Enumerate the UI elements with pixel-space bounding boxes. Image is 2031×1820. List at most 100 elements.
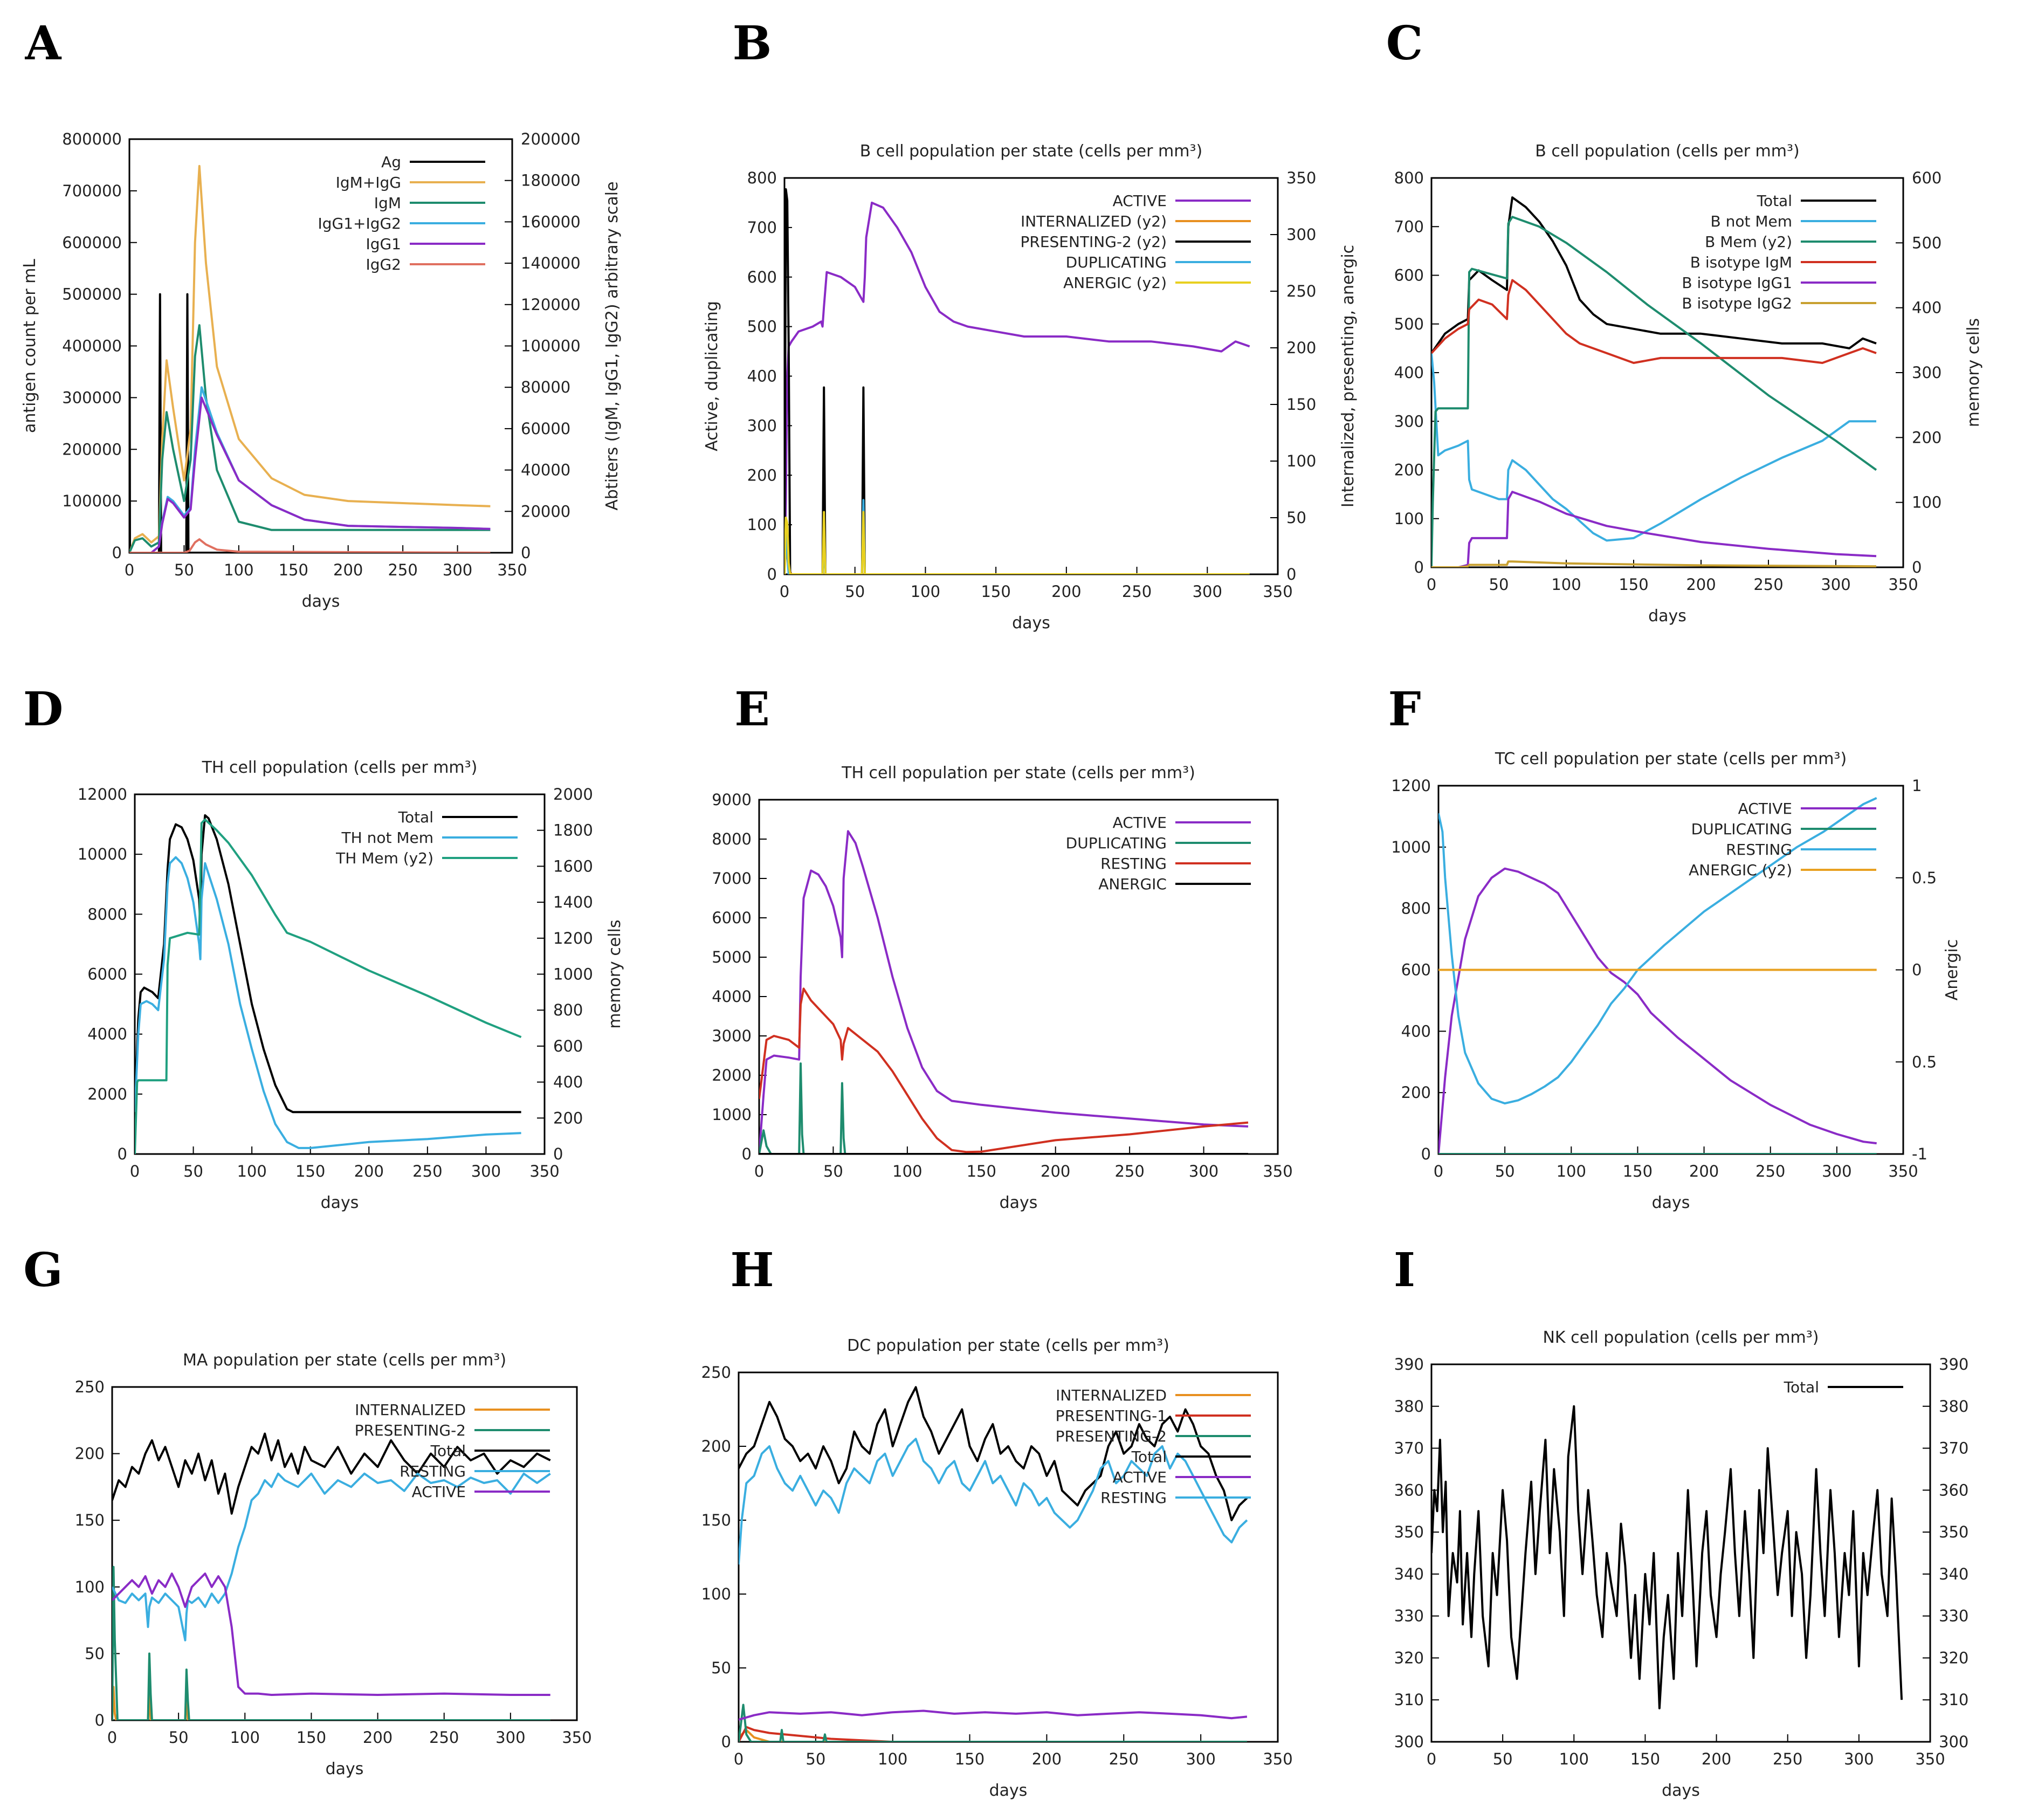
x-tick-label: 150	[297, 1728, 326, 1747]
y2-tick-label: 0	[553, 1145, 563, 1163]
y2-tick-label: 1800	[553, 821, 593, 840]
legend-label: PRESENTING-1	[1056, 1407, 1167, 1425]
y-tick-label: 2000	[87, 1085, 127, 1103]
y-axis-label: antigen count per mL	[20, 259, 39, 433]
x-tick-label: 200	[1041, 1162, 1070, 1180]
x-tick-label: 0	[1434, 1162, 1443, 1180]
x-tick-label: 0	[754, 1162, 764, 1180]
x-tick-label: 0	[107, 1728, 117, 1747]
x-tick-label: 50	[183, 1162, 203, 1180]
legend-label: B isotype IgM	[1690, 253, 1792, 271]
y-tick-label: 800	[1394, 169, 1424, 187]
series-line-resting	[112, 1472, 551, 1642]
panel-letter: I	[1394, 1243, 1415, 1297]
x-tick-label: 100	[224, 561, 253, 579]
series-line-b-isotype-igm	[1431, 279, 1877, 364]
y-tick-label: 4000	[712, 987, 752, 1006]
y-tick-label: 380	[1394, 1397, 1424, 1416]
y2-tick-label: 100	[1286, 452, 1316, 470]
y-tick-label: 150	[75, 1511, 105, 1529]
x-tick-label: 250	[1114, 1162, 1144, 1180]
legend-label: RESTING	[1726, 841, 1792, 859]
y2-tick-label: 340	[1939, 1565, 1968, 1583]
x-axis-label: days	[1000, 1193, 1038, 1212]
series-line-active	[784, 201, 1250, 574]
x-tick-label: 50	[1495, 1162, 1515, 1180]
series-line-th-mem-y2-	[135, 818, 522, 1154]
x-tick-label: 100	[230, 1728, 260, 1747]
series-line-active	[112, 1572, 550, 1696]
y-tick-label: 100000	[62, 492, 122, 510]
y2-tick-label: 400	[553, 1073, 583, 1091]
series-line-active	[739, 1709, 1248, 1721]
legend-label: B Mem (y2)	[1705, 233, 1792, 251]
x-tick-label: 300	[1186, 1750, 1215, 1768]
x-tick-label: 350	[1263, 1750, 1292, 1768]
y-tick-label: 330	[1394, 1607, 1424, 1625]
x-tick-label: 150	[967, 1162, 996, 1180]
x-tick-label: 300	[471, 1162, 501, 1180]
x-tick-label: 200	[333, 561, 363, 579]
y-tick-label: 7000	[712, 869, 752, 888]
chart-title: TH cell population per state (cells per …	[841, 764, 1195, 782]
x-tick-label: 300	[1822, 1162, 1851, 1180]
legend-label: ANERGIC (y2)	[1689, 861, 1792, 879]
y-tick-label: 350	[1394, 1523, 1424, 1541]
series-line-igm-igg	[129, 164, 491, 553]
y-tick-label: 50	[85, 1644, 105, 1663]
plot-frame	[111, 1386, 578, 1721]
panel-d: D TH cell population (cells per mm³) 0 50 10…	[23, 682, 624, 1212]
series-line-total	[135, 814, 521, 1114]
y-tick-label: 0	[95, 1711, 105, 1729]
x-tick-label: 350	[1888, 1162, 1918, 1180]
y2-tick-label: 80000	[521, 378, 570, 396]
legend-label: B isotype IgG2	[1682, 294, 1792, 312]
y2-tick-label: 1000	[553, 965, 593, 984]
x-tick-label: 100	[892, 1162, 922, 1180]
panel-letter: C	[1386, 16, 1423, 71]
y2-tick-label: 300	[1939, 1733, 1968, 1751]
x-tick-label: 250	[1109, 1750, 1139, 1768]
y2-tick-label: 0	[521, 544, 531, 562]
series-line-resting	[739, 1438, 1248, 1565]
x-tick-label: 350	[497, 561, 527, 579]
series-line-igg1	[129, 396, 491, 553]
y-tick-label: 4000	[87, 1025, 127, 1043]
series-line-total	[1431, 1405, 1903, 1709]
x-tick-label: 200	[1702, 1750, 1731, 1768]
x-tick-label: 50	[169, 1728, 189, 1747]
series-line-igg2	[129, 538, 491, 553]
legend-label: B not Mem	[1710, 212, 1792, 230]
x-axis-label: days	[326, 1760, 364, 1778]
legend-label: IgG2	[366, 256, 401, 273]
y-tick-label: 2000	[712, 1066, 752, 1084]
y-tick-label: 0	[112, 544, 122, 562]
y-tick-label: 6000	[87, 965, 127, 984]
plot-frame	[738, 1371, 1279, 1743]
x-tick-label: 200	[1032, 1750, 1062, 1768]
series-line-active	[1438, 867, 1877, 1154]
chart-title: TC cell population per state (cells per …	[1495, 750, 1847, 768]
legend-label: IgG1+IgG2	[318, 215, 401, 232]
y2-tick-label: 370	[1939, 1439, 1968, 1458]
y-tick-label: 500	[747, 318, 777, 336]
series-line-duplicating	[759, 1062, 1248, 1154]
legend-label: INTERNALIZED (y2)	[1021, 212, 1167, 230]
y2-tick-label: 390	[1939, 1355, 1968, 1373]
y-tick-label: 250	[75, 1378, 105, 1396]
y-tick-label: 300	[1394, 1733, 1424, 1751]
x-tick-label: 200	[1686, 575, 1716, 594]
legend-label: B isotype IgG1	[1682, 274, 1792, 292]
y-tick-label: 700	[747, 218, 777, 237]
legend-label: RESTING	[1100, 855, 1167, 873]
y-tick-label: 1000	[712, 1105, 752, 1124]
x-tick-label: 50	[1493, 1750, 1513, 1768]
panel-letter: A	[25, 16, 62, 71]
y2-tick-label: 0	[1286, 565, 1296, 583]
x-tick-label: 150	[279, 561, 308, 579]
y2-tick-label: 0.5	[1912, 869, 1937, 887]
y2-tick-label: 180000	[521, 171, 581, 190]
legend-label: Ag	[381, 153, 401, 171]
x-tick-label: 250	[412, 1162, 442, 1180]
legend-label: RESTING	[1100, 1489, 1167, 1507]
